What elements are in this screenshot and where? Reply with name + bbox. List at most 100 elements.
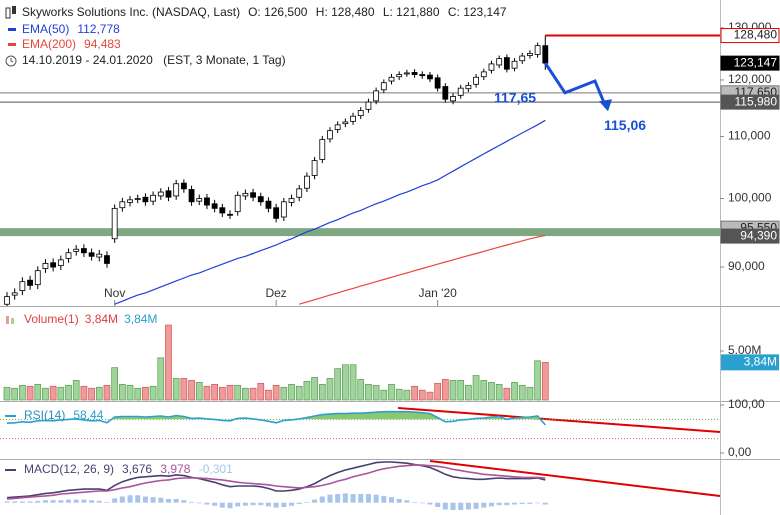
candle-body — [104, 255, 110, 264]
volume-bar — [11, 387, 19, 401]
volume-bar — [518, 384, 526, 401]
price-tag-label: 115,980 — [735, 94, 778, 108]
volume-bar — [42, 387, 49, 401]
histogram-bar — [296, 502, 302, 504]
volume-bar — [357, 379, 365, 401]
candle-body — [4, 296, 10, 305]
candle-body — [534, 45, 541, 55]
price-tag — [720, 228, 780, 244]
candle-body — [480, 71, 487, 78]
histogram-bar — [242, 502, 248, 506]
volume-bar — [541, 362, 549, 401]
candle-body — [204, 197, 210, 206]
y-tick-label: 90,000 — [728, 259, 765, 273]
legend-swatch — [8, 43, 16, 46]
volume-bar — [449, 380, 457, 401]
histogram-bar — [135, 495, 141, 503]
candle-body — [257, 196, 264, 203]
volume-bar — [165, 324, 172, 401]
y-tick-label: 100,000 — [728, 191, 772, 205]
volume-bar — [288, 383, 295, 401]
ohlc-label: H: 128,480 — [316, 5, 375, 19]
histogram-bar — [512, 502, 518, 505]
indicator-line — [6, 410, 546, 426]
candle-body — [442, 86, 449, 100]
annotation: 115,06 — [604, 117, 646, 133]
histogram-bar — [465, 502, 471, 510]
clock-icon — [5, 55, 17, 67]
volume-bar — [142, 386, 149, 401]
histogram-bar — [458, 502, 464, 511]
candle-body — [119, 201, 126, 209]
candle-body — [411, 72, 418, 75]
volume-bar — [326, 378, 334, 401]
y-tick-label: 120,000 — [728, 72, 772, 86]
histogram-bar — [119, 496, 125, 503]
histogram-bar — [381, 495, 387, 503]
chart-title: Skyworks Solutions Inc. (NASDAQ, Last) — [22, 5, 240, 19]
histogram-bar — [66, 499, 72, 503]
candle-body — [457, 87, 464, 96]
histogram-bar — [12, 501, 18, 503]
candle-body — [396, 74, 403, 78]
histogram-bar — [142, 496, 148, 503]
volume-bar — [434, 382, 441, 401]
candle-body — [304, 175, 310, 189]
volume-bar — [280, 386, 288, 401]
volume-bar — [211, 383, 218, 401]
volume-bar — [34, 383, 42, 401]
legend-value: 3,84M — [124, 312, 157, 326]
price-tag-label: 94,390 — [740, 228, 777, 242]
volume-bar — [303, 381, 311, 401]
volume-tag-label: 3,84M — [744, 355, 777, 369]
price-tag-label: 128,480 — [734, 28, 778, 42]
candle-body — [19, 281, 26, 292]
y-tick-label: 100,00 — [728, 397, 765, 411]
histogram-bar — [389, 497, 394, 503]
histogram-bar — [473, 502, 479, 509]
candle-body — [73, 248, 80, 252]
volume-bar — [172, 378, 180, 401]
y-tick-label: 0,00 — [728, 445, 752, 459]
candle-body — [234, 194, 241, 213]
histogram-bar — [250, 502, 256, 506]
volume-bar — [149, 385, 157, 401]
histogram-bar — [396, 498, 402, 503]
volume-bar — [365, 383, 372, 401]
candle-body — [319, 139, 326, 160]
candle-body — [357, 110, 364, 117]
volume-bar — [88, 387, 95, 401]
candle-body — [503, 57, 510, 70]
candle-body — [465, 85, 472, 90]
legend-swatch — [6, 316, 9, 324]
volume-bar — [295, 385, 303, 401]
candle-body — [427, 74, 433, 80]
x-tick-label: Jan '20 — [418, 286, 457, 300]
histogram-bar — [96, 500, 102, 503]
settings-label: (EST, 3 Monate, 1 Tag) — [163, 53, 286, 67]
ema-line — [299, 234, 546, 305]
candle-body — [96, 253, 103, 258]
histogram-bar — [265, 502, 271, 507]
histogram-bar — [327, 494, 333, 503]
histogram-bar — [227, 502, 233, 509]
histogram-bar — [419, 502, 425, 504]
histogram-bar — [450, 502, 456, 511]
symbol-icon — [5, 7, 11, 19]
volume-bar — [395, 388, 403, 401]
volume-bar — [203, 385, 211, 401]
candle-body — [173, 183, 180, 197]
histogram-bar — [519, 502, 525, 504]
volume-bar — [465, 384, 472, 401]
candle-body — [519, 55, 526, 62]
legend-value: 58,44 — [73, 408, 103, 422]
volume-bar — [511, 382, 518, 401]
volume-bar — [226, 384, 234, 401]
candle-body — [365, 101, 372, 110]
clock-icon — [10, 58, 14, 63]
support-zone — [0, 228, 720, 237]
histogram-bar — [404, 500, 410, 503]
histogram-bar — [150, 497, 156, 503]
candle-body — [280, 201, 287, 218]
